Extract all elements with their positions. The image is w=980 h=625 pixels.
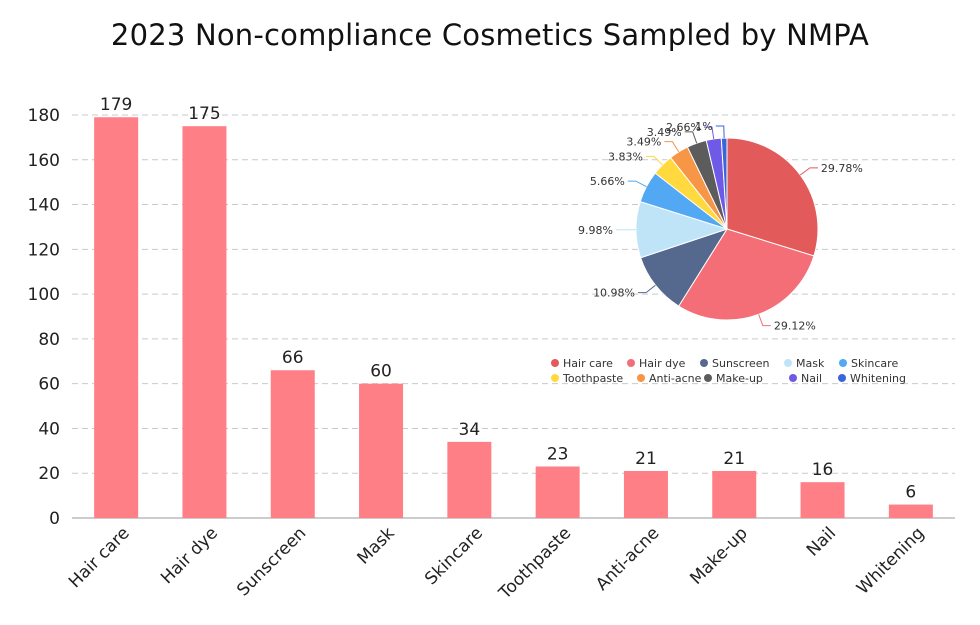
legend-entry: Whitening [850, 372, 906, 385]
legend-entry: Make-up [716, 372, 763, 385]
pie-value-label: 29.12% [774, 320, 816, 333]
gridlines [72, 114, 955, 474]
legend-marker [551, 359, 559, 367]
bar-value-label: 175 [188, 104, 220, 124]
y-tick-label: 140 [28, 196, 60, 216]
legend-entry: Nail [801, 372, 822, 385]
bar [888, 504, 933, 518]
x-tick-label: Skincare [421, 523, 487, 589]
bar-value-label: 21 [723, 449, 745, 469]
pie-leader-line [703, 126, 715, 140]
pie-value-label: 29.78% [821, 162, 863, 175]
bar-value-label: 6 [905, 483, 916, 503]
legend-marker [704, 374, 712, 382]
pie-value-label: 3.49% [626, 136, 661, 149]
bar [447, 441, 492, 518]
bar [712, 470, 757, 518]
pie-value-label: 3.83% [608, 150, 643, 163]
x-tick-label: Toothpaste [495, 523, 576, 604]
legend-marker [637, 374, 645, 382]
y-tick-label: 80 [38, 330, 60, 350]
pie-leader-line [758, 314, 771, 327]
x-tick-label: Mask [353, 523, 398, 568]
legend-marker [838, 374, 846, 382]
legend-entry: Hair dye [639, 357, 686, 370]
pie-slice [720, 137, 728, 230]
pie-leader-line [684, 131, 698, 144]
pie-leader-line [627, 180, 647, 188]
bar [800, 482, 845, 518]
pie-legend: Hair care Hair dye Sunscreen Mask Skincare To… [551, 357, 906, 385]
y-tick-label: 0 [49, 509, 60, 529]
legend-entry: Mask [796, 357, 825, 370]
x-tick-label: Hair care [65, 523, 134, 592]
legend-marker [839, 359, 847, 367]
bar [270, 370, 315, 518]
y-tick-label: 60 [38, 375, 60, 395]
pie-chart: 29.78%29.12%10.98%9.98%5.66%3.83%3.49%3.… [578, 120, 863, 333]
pie-leader-line [799, 167, 818, 176]
legend-marker [627, 359, 635, 367]
y-tick-label: 160 [28, 151, 60, 171]
chart-title: 2023 Non-compliance Cosmetics Sampled by… [110, 18, 870, 52]
legend-marker [700, 359, 708, 367]
legend-marker [789, 374, 797, 382]
pie-value-label: 10.98% [593, 287, 635, 300]
pie-value-label: 1% [695, 120, 712, 133]
legend-entry: Anti-acne [649, 372, 702, 385]
x-tick-label: Whitening [853, 523, 928, 598]
y-tick-label: 40 [38, 419, 60, 439]
bar [182, 126, 227, 518]
bar-value-label: 179 [100, 95, 132, 115]
pie-value-label: 9.98% [578, 224, 613, 237]
bar [535, 466, 580, 518]
y-tick-label: 20 [38, 464, 60, 484]
bar-value-label: 34 [459, 420, 481, 440]
legend-entry: Skincare [851, 357, 898, 370]
y-tick-label: 180 [28, 106, 60, 126]
x-tick-label: Nail [803, 523, 840, 560]
pie-leader-line [715, 125, 725, 139]
pie-value-label: 2.66% [666, 121, 701, 134]
pie-leader-line [638, 284, 656, 294]
pie-leader-line [664, 141, 680, 153]
pie-value-label: 3.49% [647, 126, 682, 139]
pie-leader-line [645, 155, 663, 166]
x-tick-label: Sunscreen [233, 523, 310, 600]
bar [94, 117, 139, 518]
y-tick-label: 120 [28, 240, 60, 260]
legend-marker [551, 374, 559, 382]
x-tick-label: Hair dye [157, 523, 222, 588]
bar-value-label: 23 [547, 445, 569, 465]
bar-value-label: 16 [812, 460, 834, 480]
bar-value-label: 66 [282, 348, 304, 368]
bar [623, 470, 668, 518]
bar-value-label: 60 [370, 362, 392, 382]
pie-value-label: 5.66% [590, 175, 625, 188]
bar-value-label: 21 [635, 449, 657, 469]
bar [359, 383, 404, 518]
legend-entry: Sunscreen [712, 357, 770, 370]
x-tick-label: Anti-acne [592, 523, 663, 594]
pie-slice [678, 228, 815, 321]
legend-entry: Hair care [563, 357, 613, 370]
y-tick-label: 100 [28, 285, 60, 305]
x-tick-label: Make-up [686, 523, 751, 588]
legend-entry: Toothpaste [562, 372, 623, 385]
legend-marker [784, 359, 792, 367]
